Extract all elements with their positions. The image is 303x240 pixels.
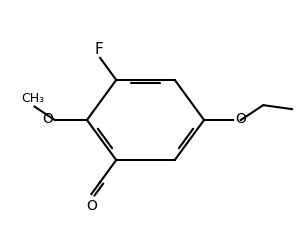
Text: CH₃: CH₃ (22, 92, 45, 105)
Text: O: O (86, 199, 97, 213)
Text: F: F (94, 42, 103, 57)
Text: O: O (42, 112, 53, 126)
Text: O: O (235, 112, 246, 126)
